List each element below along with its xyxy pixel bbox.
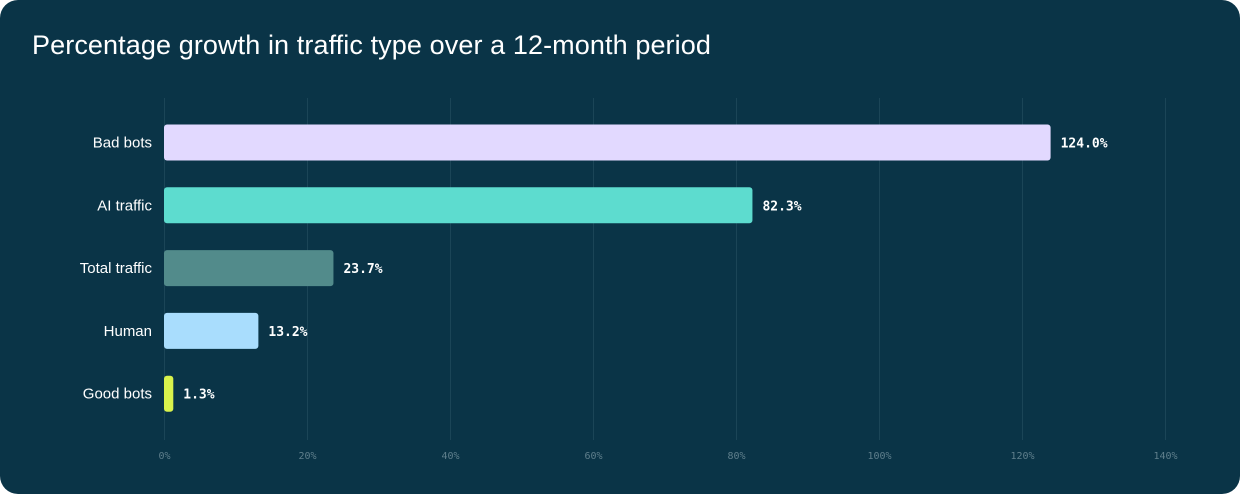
x-tick-label: 140% <box>1153 451 1177 462</box>
bar <box>164 124 1051 161</box>
category-label: Bad bots <box>93 135 152 152</box>
x-tick-label: 20% <box>298 451 316 462</box>
category-label: Total traffic <box>80 260 153 277</box>
bar <box>164 375 174 412</box>
value-label: 1.3% <box>183 388 214 403</box>
x-tick-label: 60% <box>584 451 602 462</box>
value-label: 23.7% <box>343 262 382 277</box>
chart-title: Percentage growth in traffic type over a… <box>32 30 711 60</box>
category-label: AI traffic <box>97 197 152 214</box>
x-tick-label: 80% <box>727 451 745 462</box>
x-tick-label: 40% <box>441 451 459 462</box>
value-label: 124.0% <box>1061 137 1108 152</box>
bars <box>164 124 1051 412</box>
bar <box>164 187 753 224</box>
bar <box>164 250 334 287</box>
value-label: 82.3% <box>762 199 801 214</box>
bar <box>164 312 259 349</box>
x-tick-label: 0% <box>158 451 170 462</box>
category-label: Human <box>104 323 152 340</box>
value-label: 13.2% <box>268 325 307 340</box>
category-label: Good bots <box>83 386 152 403</box>
x-tick-label: 100% <box>867 451 891 462</box>
x-tick-label: 120% <box>1010 451 1034 462</box>
labels: 0% 20% 40% 60% 80% 100% 120% 140% Bad bots 124.0%… <box>80 135 1178 463</box>
